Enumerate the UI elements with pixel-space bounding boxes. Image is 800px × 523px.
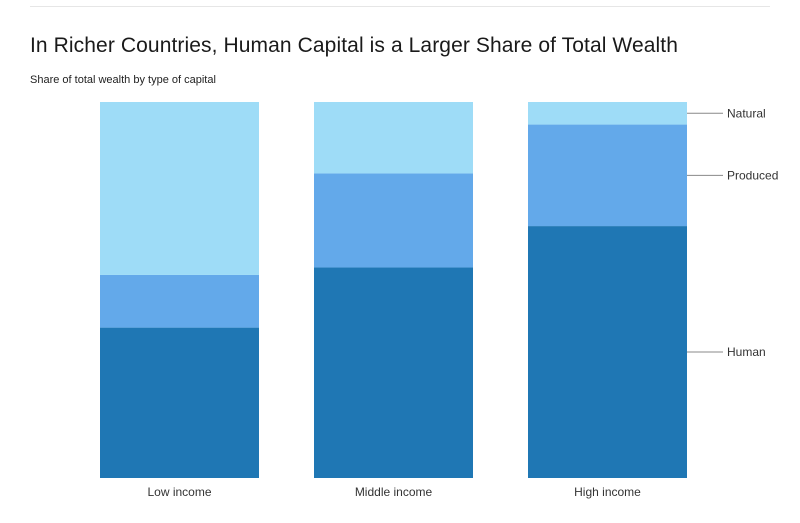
bar-low-income-human — [100, 327, 259, 478]
bar-high-income-produced — [528, 124, 687, 227]
chart-title: In Richer Countries, Human Capital is a … — [30, 34, 679, 57]
bar-high-income-natural — [528, 102, 687, 125]
bar-low-income-natural — [100, 102, 259, 275]
x-tick-label: Middle income — [355, 485, 433, 499]
x-tick-label: Low income — [147, 485, 211, 499]
bar-low-income-produced — [100, 274, 259, 328]
bar-middle-income-human — [314, 267, 473, 478]
legend-label-produced: Produced — [727, 168, 778, 182]
top-divider — [30, 6, 770, 7]
chart-subtitle: Share of total wealth by type of capital — [30, 74, 216, 86]
bar-middle-income-produced — [314, 173, 473, 268]
bar-middle-income-natural — [314, 102, 473, 174]
bar-high-income-human — [528, 226, 687, 478]
legend-label-human: Human — [727, 345, 766, 359]
x-tick-label: High income — [574, 485, 641, 499]
legend-label-natural: Natural — [727, 106, 766, 120]
